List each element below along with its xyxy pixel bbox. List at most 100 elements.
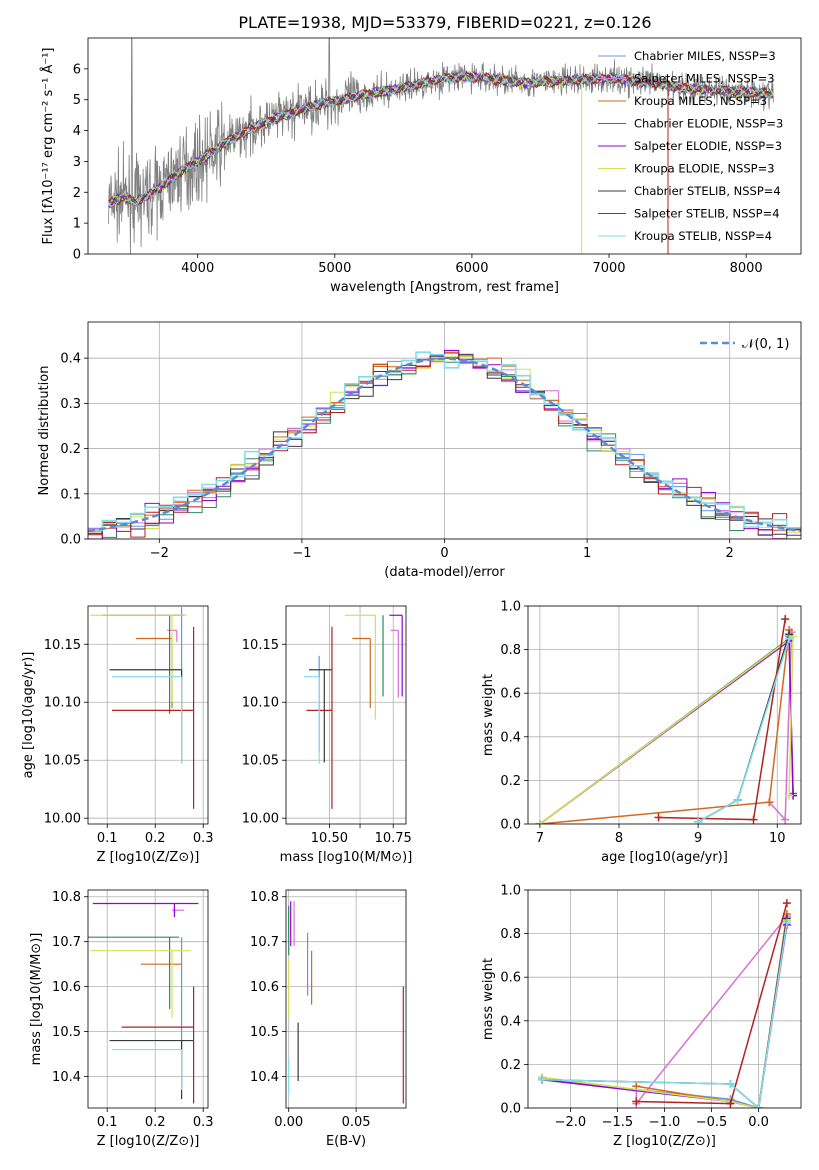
x-tick-label: 0.2 [145, 1115, 166, 1130]
x-tick-label: 0.1 [97, 1115, 118, 1130]
y-tick-label: 0.4 [60, 352, 81, 367]
x-tick-label: 8 [615, 831, 623, 846]
errorbar-point [303, 676, 320, 764]
legend-label: Chabrier MILES, NSSP=3 [634, 49, 776, 63]
x-tick-label: −0.5 [696, 1115, 728, 1130]
axes-frame [285, 605, 407, 825]
y-tick-label: 0.4 [500, 730, 521, 745]
y-tick-label: 0.3 [60, 397, 81, 412]
y-tick-label: 10.4 [52, 1070, 81, 1085]
x-tick-label: 5000 [318, 261, 351, 276]
y-tick-label: 6 [73, 62, 81, 77]
legend-label: Chabrier STELIB, NSSP=4 [634, 184, 781, 198]
y-tick-label: 0 [73, 248, 81, 263]
axes-frame [87, 889, 209, 1109]
y-tick-label: 10.5 [250, 1025, 279, 1040]
y-tick-label: 10.00 [242, 812, 279, 827]
errorbar-point [92, 902, 199, 917]
x-tick-label: 0.3 [193, 1115, 214, 1130]
errorbar-point [90, 950, 192, 1019]
y-tick-label: 1 [73, 217, 81, 232]
y-axis-label: mass [log10(M/M⊙)] [29, 933, 44, 1066]
x-tick-label: 0 [440, 546, 448, 561]
mass-weight-marker [781, 815, 790, 824]
mass-weight-series-line [542, 922, 788, 1108]
mass-weight-marker [785, 634, 794, 643]
normal-reference-curve [88, 357, 801, 533]
axes-frame [527, 605, 802, 825]
x-axis-label: Z [log10(Z/Z⊙)] [97, 850, 200, 865]
mass-weight-marker [726, 1099, 735, 1108]
spectrum-plot-area [108, 38, 774, 254]
y-tick-label: 0.6 [500, 971, 521, 986]
mass-weight-marker [782, 918, 791, 927]
errorbar-point [352, 637, 371, 709]
y-tick-label: 3 [73, 155, 81, 170]
errorbar-point [88, 936, 180, 1010]
x-axis-label: mass [log10(M/M⊙)] [280, 850, 413, 865]
legend-label: Chabrier ELODIE, NSSP=3 [634, 117, 783, 131]
mass-weight-series-line [697, 636, 790, 823]
y-tick-label: 0.2 [500, 1058, 521, 1073]
x-tick-label: 8000 [730, 261, 763, 276]
y-tick-label: 10.8 [52, 890, 81, 905]
y-tick-label: 10.4 [250, 1070, 279, 1085]
x-tick-label: 0.1 [97, 831, 118, 846]
y-tick-label: 0.1 [60, 487, 81, 502]
mass-vs-ebv-panel: 0.00 0.05 10.4 10.5 10.6 10.7 10.8 E(B-V) [250, 889, 407, 1149]
errorbar-point [389, 614, 403, 697]
histogram-legend: 𝒩(0, 1) [700, 337, 789, 352]
errorbar-point [121, 986, 195, 1104]
x-tick-label: 7 [536, 831, 544, 846]
spectrum-panel: 4000 5000 6000 7000 8000 0 1 2 3 4 5 6 wavelength [A… [40, 37, 802, 295]
y-tick-label: 0.0 [500, 1102, 521, 1117]
errorbar-point [390, 629, 399, 698]
mass-vs-Z-panel: 0.1 0.2 0.3 10.4 10.5 10.6 10.7 10.8 Z [log10(Z/… [29, 889, 214, 1149]
legend-label: Kroupa STELIB, NSSP=4 [634, 229, 772, 243]
mass-weight-marker [782, 899, 791, 908]
y-tick-label: 0.6 [500, 687, 521, 702]
errorbar-point [112, 676, 183, 764]
y-tick-label: 10.15 [242, 638, 279, 653]
y-tick-label: 0.0 [60, 533, 81, 548]
y-axis-label: Normed distribution [37, 366, 52, 496]
y-tick-label: 0.0 [500, 818, 521, 833]
mass-weight-marker [726, 1080, 735, 1089]
x-axis-label: E(B-V) [326, 1134, 366, 1149]
axes-frame [87, 321, 802, 540]
x-tick-label: −2.0 [555, 1115, 587, 1130]
mass-weight-marker [754, 1104, 763, 1108]
y-axis-label: mass weight [481, 958, 496, 1040]
legend-label: Salpeter ELODIE, NSSP=3 [634, 139, 782, 153]
legend-label: 𝒩(0, 1) [742, 337, 789, 352]
mass-weight-marker [749, 815, 758, 824]
legend-label: Kroupa MILES, NSSP=3 [634, 94, 767, 108]
errorbar-point [112, 1048, 183, 1091]
x-tick-label: −2 [150, 546, 169, 561]
age-vs-mass-plot-area [286, 606, 406, 824]
x-tick-label: −1 [292, 546, 311, 561]
figure-title: PLATE=1938, MJD=53379, FIBERID=0221, z=0… [238, 13, 651, 32]
y-tick-label: 0.8 [500, 643, 521, 658]
histogram-step-line [88, 349, 801, 539]
mass-weight-series-line [697, 638, 790, 823]
y-tick-label: 1.0 [500, 884, 521, 899]
y-tick-label: 10.05 [242, 754, 279, 769]
spectrum-legend: Chabrier MILES, NSSP=3 Salpeter MILES, NS… [598, 49, 783, 243]
x-tick-label: 2 [726, 546, 734, 561]
mass-weight-marker [785, 791, 794, 800]
y-tick-label: 10.7 [250, 935, 279, 950]
errorbar-point [90, 614, 187, 703]
axes-frame [87, 605, 209, 825]
y-tick-label: 10.10 [44, 696, 81, 711]
x-tick-label: 1 [583, 546, 591, 561]
spectrum-model-line [108, 70, 774, 208]
errorbar-point [344, 614, 376, 720]
y-tick-label: 10.00 [44, 812, 81, 827]
mass-weight-marker [538, 1075, 547, 1084]
x-tick-label: 7000 [592, 261, 625, 276]
x-tick-label: 10.50 [311, 831, 348, 846]
mass-weight-series-line [539, 634, 794, 824]
y-tick-label: 0.8 [500, 927, 521, 942]
